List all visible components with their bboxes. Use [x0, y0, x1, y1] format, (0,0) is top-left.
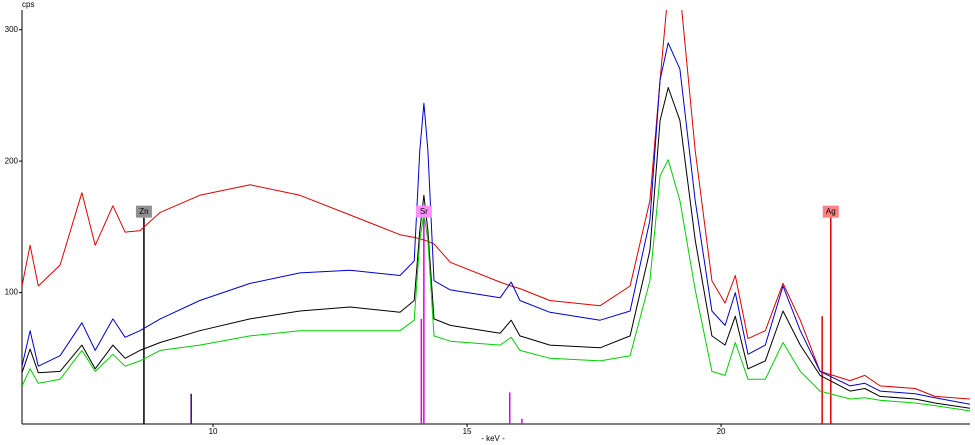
- element-label-box: [135, 205, 152, 218]
- element-label-box: [822, 205, 839, 218]
- x-tick-label: 15: [463, 427, 472, 436]
- x-tick-label: 10: [209, 427, 218, 436]
- y-tick-label: 300: [5, 25, 19, 34]
- element-label-box: [415, 205, 432, 218]
- plot-area: [22, 10, 970, 424]
- y-tick-label: 100: [5, 288, 19, 297]
- x-axis-label: - keV -: [481, 434, 505, 443]
- spectrum-line: [22, 10, 970, 400]
- spectrum-line: [22, 87, 970, 409]
- x-tick-label: 20: [717, 427, 726, 436]
- spectrum-line: [22, 42, 970, 405]
- element-label: Zn: [139, 207, 148, 216]
- y-tick-label: 200: [5, 156, 19, 165]
- element-label: Sr: [420, 207, 428, 216]
- y-axis-label: cps: [22, 0, 34, 9]
- spectrum-line: [22, 159, 970, 412]
- element-label: Ag: [826, 207, 836, 216]
